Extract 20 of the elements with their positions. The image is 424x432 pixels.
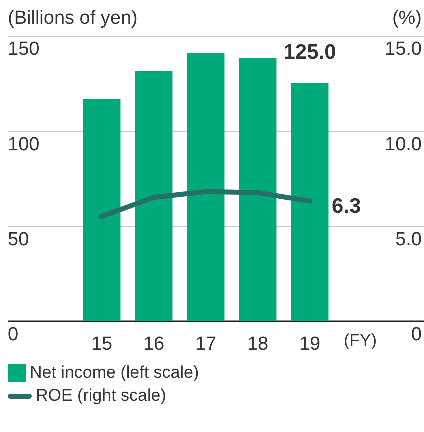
legend-label: ROE (right scale) <box>36 385 166 406</box>
y-tick-label: 100 <box>8 134 40 156</box>
y-tick-label: 0 <box>8 324 19 346</box>
x-tick-label: 16 <box>143 334 165 355</box>
y2-tick-label: 10.0 <box>385 134 422 156</box>
y2-tick-label: 0 <box>411 324 422 346</box>
y2-axis-title: (%) <box>392 8 422 30</box>
x-tick-label: 19 <box>299 334 321 355</box>
x-tick-label: 17 <box>195 334 217 355</box>
y-tick-label: 50 <box>8 229 30 250</box>
x-tick-label: 15 <box>91 334 113 355</box>
y2-tick-label: 15.0 <box>385 39 422 60</box>
y2-tick-label: 5.0 <box>396 229 422 250</box>
y-axis-title: (Billions of yen) <box>8 8 138 30</box>
legend-label: Net income (left scale) <box>30 362 200 383</box>
data-label: 6.3 <box>332 195 362 218</box>
data-label: 125.0 <box>284 40 336 64</box>
text: (FY) <box>344 330 378 350</box>
y-tick-label: 150 <box>8 39 40 60</box>
x-tick-label: 18 <box>247 334 269 355</box>
